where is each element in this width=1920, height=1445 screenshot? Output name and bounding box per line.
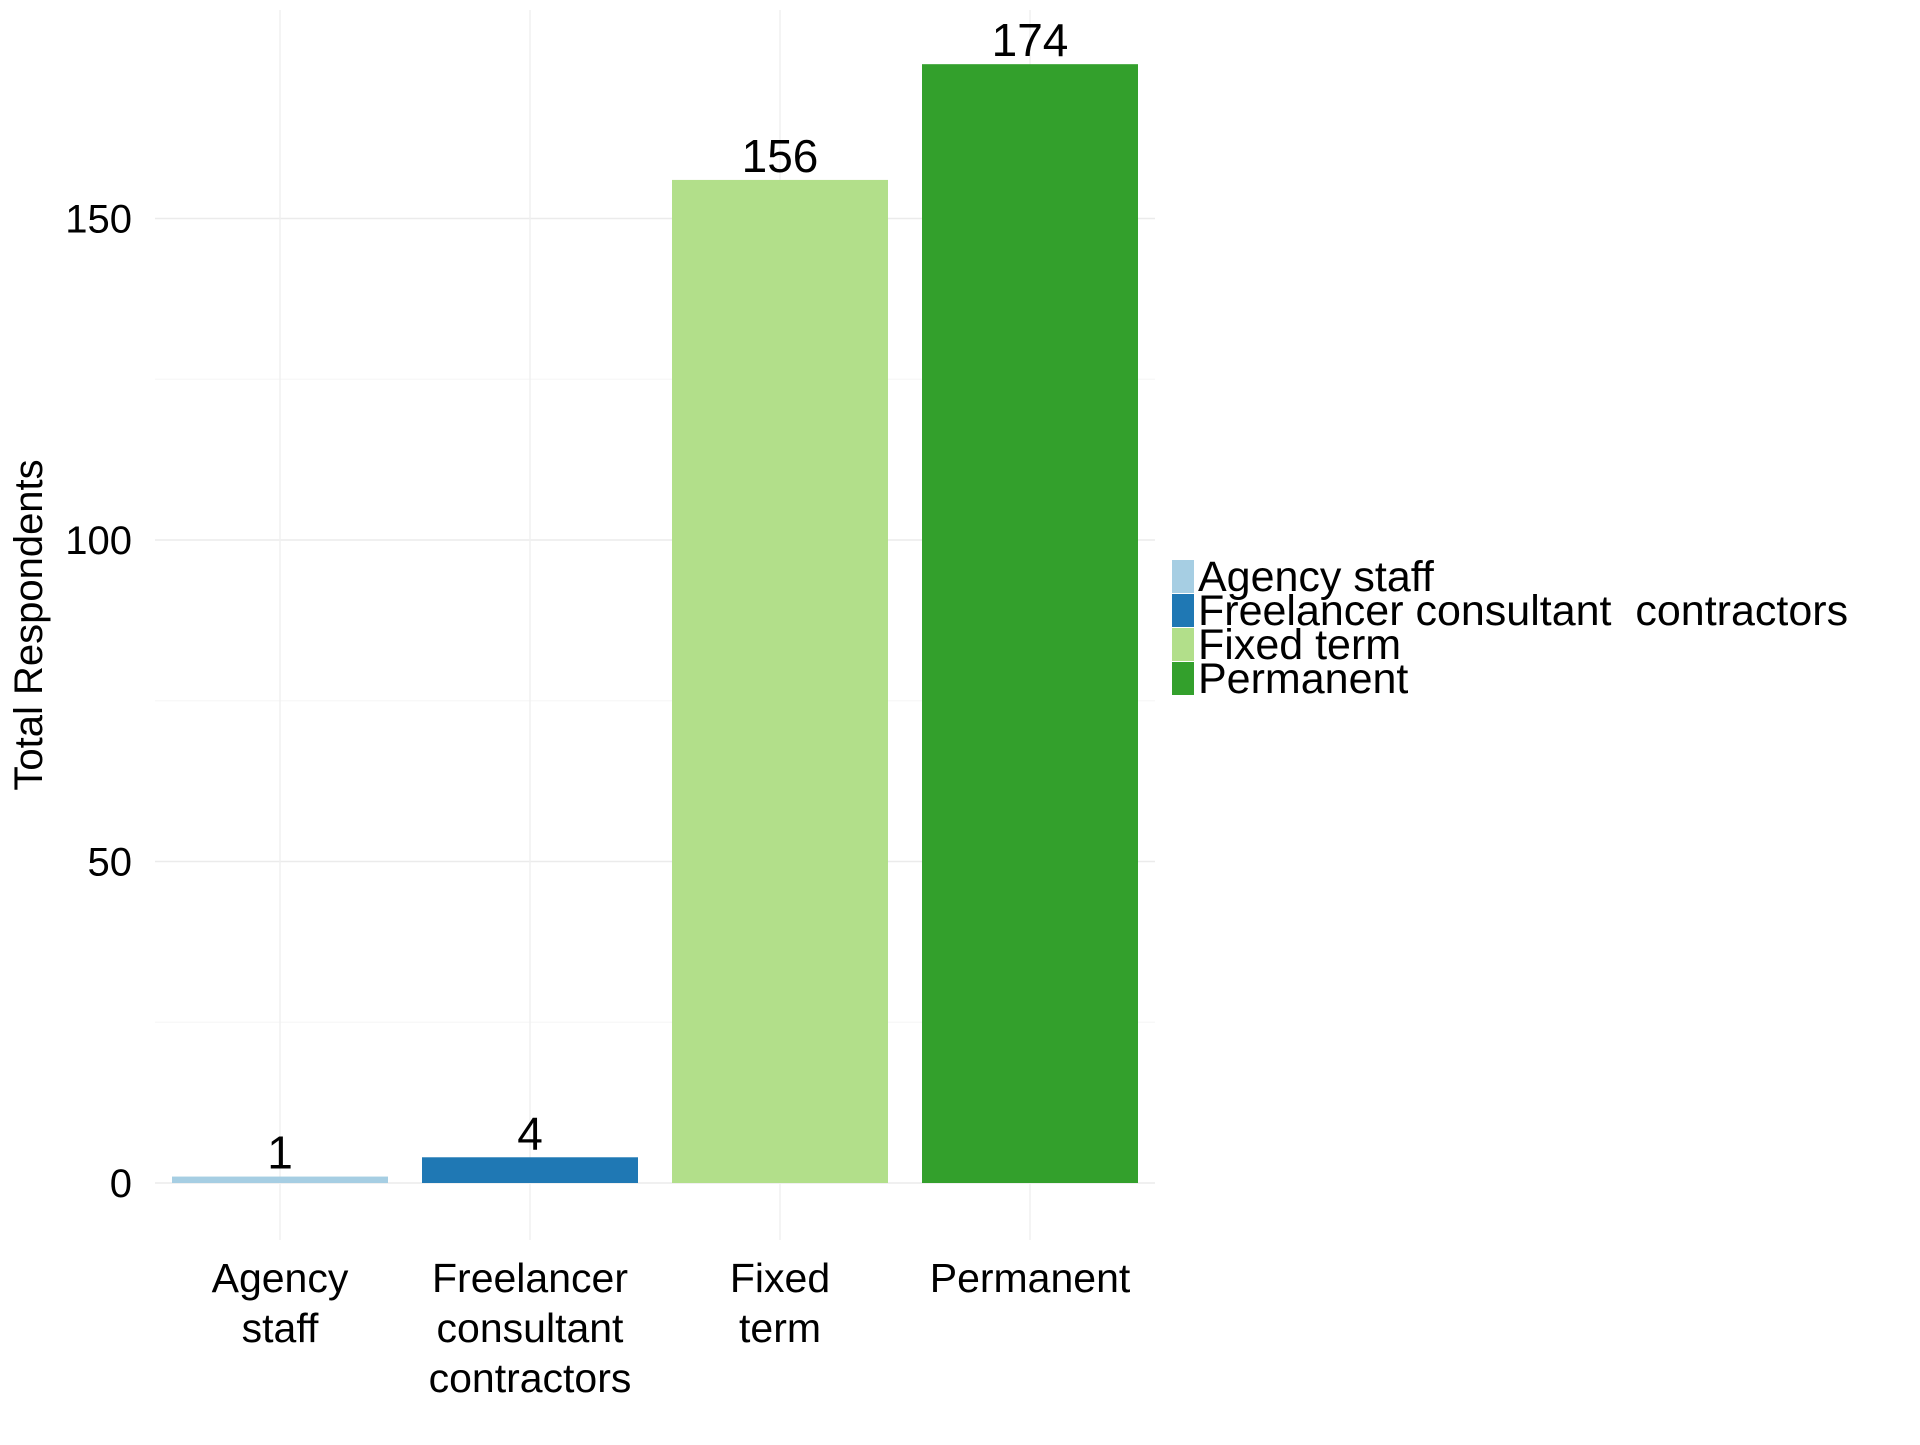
data-label: 156 bbox=[742, 130, 819, 182]
legend-label: Fixed term bbox=[1198, 621, 1401, 669]
legend-swatch bbox=[1172, 594, 1194, 627]
y-tick-label: 100 bbox=[65, 519, 132, 563]
bar-freelancer-consultant-contractors bbox=[422, 1157, 638, 1183]
bar-permanent bbox=[922, 64, 1138, 1183]
y-tick-label: 150 bbox=[65, 198, 132, 242]
legend-label: Freelancer consultant contractors bbox=[1198, 587, 1848, 635]
y-tick-label: 0 bbox=[110, 1162, 132, 1206]
legend-swatch bbox=[1172, 628, 1194, 661]
legend-swatch bbox=[1172, 662, 1194, 695]
legend-label: Permanent bbox=[1198, 655, 1408, 703]
bar-fixed-term bbox=[672, 179, 888, 1184]
bars bbox=[172, 64, 1138, 1184]
y-tick-label: 50 bbox=[88, 841, 133, 885]
legend-label: Agency staff bbox=[1198, 553, 1435, 601]
x-axis: Agency staff Freelancer consultant contracto… bbox=[212, 1255, 1131, 1401]
x-tick-label: Freelancer consultant contractors bbox=[429, 1255, 632, 1401]
y-axis: 0 50 100 150 bbox=[65, 198, 132, 1207]
data-labels: 1 4 156 174 bbox=[267, 14, 1068, 1178]
legend-swatch bbox=[1172, 560, 1194, 593]
x-tick-label: Permanent bbox=[930, 1255, 1131, 1301]
x-tick-label: Agency staff bbox=[212, 1255, 349, 1351]
x-tick-label: Fixed term bbox=[730, 1255, 830, 1351]
data-label: 4 bbox=[517, 1107, 543, 1159]
bar-agency-staff bbox=[172, 1176, 388, 1183]
data-label: 174 bbox=[992, 14, 1069, 66]
data-label: 1 bbox=[267, 1127, 293, 1179]
y-axis-title: Total Respondents bbox=[7, 459, 51, 790]
